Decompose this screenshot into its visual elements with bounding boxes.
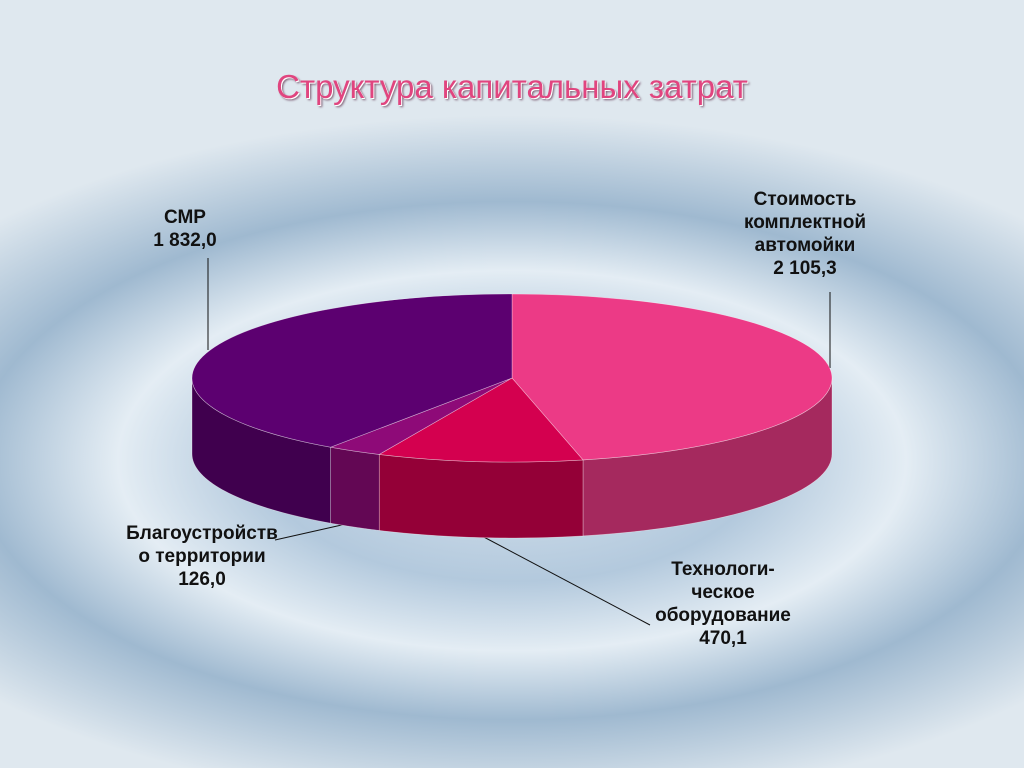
pie-slice — [191, 293, 513, 448]
value-label: 1 832,0 — [153, 230, 217, 251]
category: СМР — [164, 207, 206, 228]
category: Технологи-ческое оборудование — [655, 559, 791, 626]
category: Стоимость комплектной автомойки — [743, 189, 867, 256]
pie-side — [330, 446, 380, 531]
label: Стоимость комплектной автомойки 2 105,3 — [720, 188, 890, 280]
pie-side — [378, 454, 584, 539]
label: СМР 1 832,0 — [130, 206, 240, 252]
label: Благоустройство территории 126,0 — [122, 522, 282, 591]
chart-title: Структура капитальных затрат — [276, 68, 748, 105]
pie-slice — [511, 293, 833, 461]
label: Технологи-ческое оборудование 470,1 — [648, 558, 798, 650]
value-label: 126,0 — [178, 569, 226, 590]
value-label: 470,1 — [699, 628, 747, 649]
leader-line — [479, 534, 651, 626]
pie-slice — [378, 377, 584, 463]
value-label: 2 105,3 — [773, 258, 837, 279]
category: Благоустройство территории — [126, 523, 278, 567]
